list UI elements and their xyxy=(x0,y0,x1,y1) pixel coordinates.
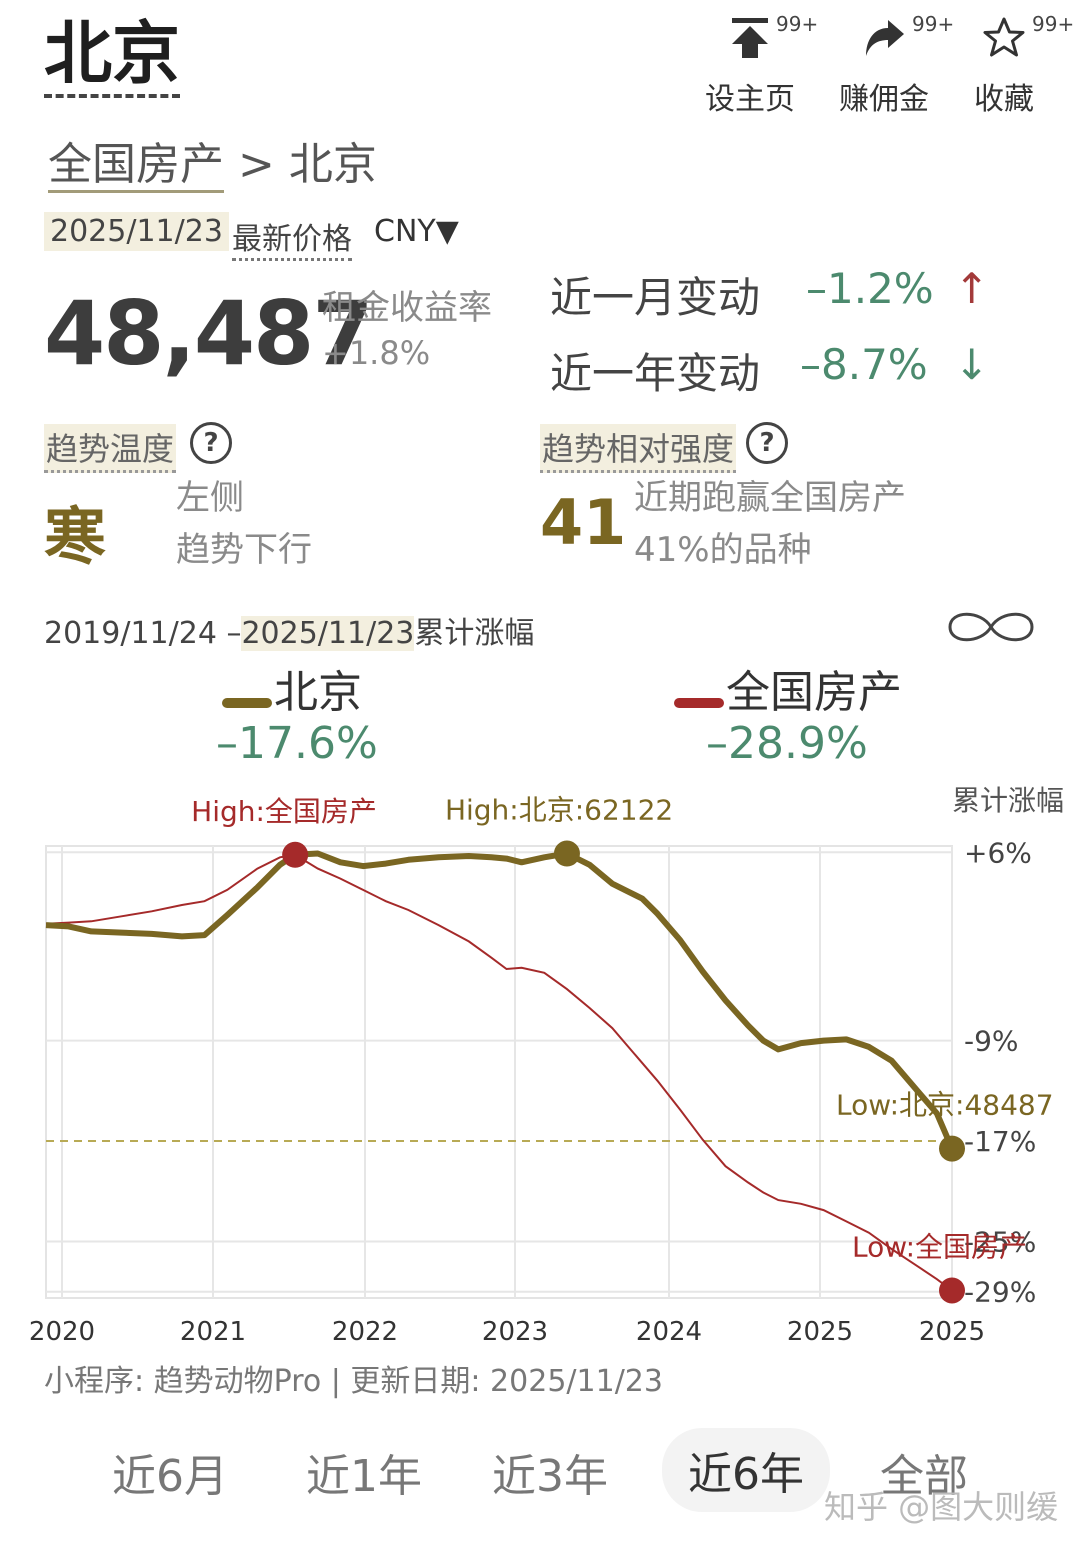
favorite-button[interactable]: 99+ 收藏 xyxy=(944,10,1074,118)
share-arrow-icon xyxy=(824,10,944,60)
set-homepage-button[interactable]: 99+ 设主页 xyxy=(690,10,818,118)
rent-yield-label: 租金收益率 xyxy=(322,288,492,328)
tab-3-years[interactable]: 近3年 xyxy=(492,1451,608,1502)
annotation-label: Low:全国房产 xyxy=(852,1230,1027,1263)
range-end: 2025/11/23 xyxy=(241,616,415,651)
infinity-toggle-icon[interactable] xyxy=(944,600,1038,658)
footer-info: 小程序: 趋势动物Pro | 更新日期: 2025/11/23 xyxy=(44,1364,663,1399)
tab-1-year[interactable]: 近1年 xyxy=(306,1451,422,1502)
annotation-marker xyxy=(553,840,580,867)
annotation-label: High:全国房产 xyxy=(191,795,377,828)
homepage-count: 99+ xyxy=(776,12,819,36)
latest-price: 48,487 xyxy=(44,282,374,385)
y-tick-label: -29% xyxy=(964,1276,1036,1309)
breadcrumb-current: 北京 xyxy=(288,139,377,190)
plot-frame xyxy=(45,845,953,1299)
x-tick-label: 2024 xyxy=(636,1317,702,1347)
y-tick-label: +6% xyxy=(964,836,1032,869)
legend-item-beijing[interactable]: 北京 xyxy=(222,656,362,720)
latest-price-label[interactable]: 最新价格 xyxy=(232,214,352,261)
year-change-label: 近一年变动 xyxy=(550,349,761,398)
tab-6-months[interactable]: 近6月 xyxy=(112,1451,228,1502)
favorite-label: 收藏 xyxy=(974,82,1034,117)
legend-item-national[interactable]: 全国房产 xyxy=(674,656,902,720)
legend-name: 全国房产 xyxy=(726,667,902,718)
watermark: 知乎 @图大则缓 xyxy=(824,1488,1059,1526)
x-tick-label: 2022 xyxy=(332,1317,398,1347)
year-change-value: –8.7% xyxy=(800,340,928,389)
trend-temperature-desc1: 左侧 xyxy=(176,478,244,518)
x-tick-label: 2020 xyxy=(29,1317,95,1347)
trend-strength-desc1: 近期跑赢全国房产 xyxy=(634,478,906,518)
rent-yield-value: +1.8% xyxy=(322,334,431,372)
range-start: 2019/11/24 – xyxy=(44,616,242,651)
page-title: 北京 xyxy=(44,18,181,98)
favorite-count: 99+ xyxy=(1032,12,1075,36)
breadcrumb: 全国房产 > 北京 xyxy=(48,128,377,193)
legend-value-beijing: –17.6% xyxy=(216,718,378,769)
legend-value-national: –28.9% xyxy=(706,718,868,769)
month-change-value: –1.2% xyxy=(806,264,934,313)
range-suffix: 累计涨幅 xyxy=(414,616,535,651)
tab-6-years[interactable]: 近6年 xyxy=(662,1428,830,1512)
earn-commission-label: 赚佣金 xyxy=(839,82,929,117)
annotation-label: Low:北京:48487 xyxy=(836,1089,1054,1122)
y-tick-label: -17% xyxy=(964,1125,1036,1158)
help-icon[interactable]: ? xyxy=(190,422,232,464)
chart-grid: 2020 2021 2022 2023 2024 2025 2025 +6% -9% -17% -2… xyxy=(29,836,1036,1347)
trend-strength-label[interactable]: 趋势相对强度 xyxy=(540,424,737,473)
trend-strength-desc2: 41%的品种 xyxy=(634,530,812,570)
star-icon xyxy=(944,10,1064,60)
price-date: 2025/11/23 xyxy=(44,212,229,251)
up-arrow-icon: ↑ xyxy=(954,264,990,313)
commission-count: 99+ xyxy=(912,12,955,36)
pin-top-icon xyxy=(690,10,810,60)
annotation-marker xyxy=(282,841,309,868)
series-line-beijing xyxy=(45,850,955,1150)
set-homepage-label: 设主页 xyxy=(705,82,795,117)
chart-marks: High:全国房产 High:北京:62122 Low:北京:48487 Low:全国… xyxy=(191,794,1054,1304)
legend-line-beijing xyxy=(222,697,272,708)
y-tick-label: -25% xyxy=(964,1226,1036,1259)
series-line-national xyxy=(45,853,953,1292)
annotation-label: High:北京:62122 xyxy=(445,794,673,827)
trend-temperature-label[interactable]: 趋势温度 xyxy=(44,424,177,473)
help-icon[interactable]: ? xyxy=(746,422,788,464)
month-change-label: 近一月变动 xyxy=(550,273,761,322)
trend-temperature-desc2: 趋势下行 xyxy=(176,530,312,570)
x-tick-label: 2025 xyxy=(787,1317,853,1347)
y-axis-label: 累计涨幅 xyxy=(952,784,1064,817)
tab-all[interactable]: 全部 xyxy=(880,1451,968,1502)
x-tick-label: 2023 xyxy=(482,1317,548,1347)
x-tick-label: 2025 xyxy=(919,1317,985,1347)
breadcrumb-separator: > xyxy=(238,139,275,190)
y-tick-label: -9% xyxy=(964,1025,1019,1058)
x-tick-label: 2021 xyxy=(180,1317,246,1347)
trend-temperature-value: 寒 xyxy=(44,500,107,573)
cumulative-return-chart[interactable]: 2020 2021 2022 2023 2024 2025 2025 +6% -9% -17% -2… xyxy=(0,780,1080,1360)
date-range: 2019/11/24 –2025/11/23累计涨幅 xyxy=(44,608,534,652)
trend-strength-value: 41 xyxy=(540,486,627,559)
currency-dropdown[interactable]: CNY▼ xyxy=(374,214,459,249)
annotation-marker xyxy=(939,1277,965,1304)
legend-name: 北京 xyxy=(274,667,362,718)
breadcrumb-parent-link[interactable]: 全国房产 xyxy=(48,139,224,193)
down-arrow-icon: ↓ xyxy=(954,340,990,389)
earn-commission-button[interactable]: 99+ 赚佣金 xyxy=(824,10,954,118)
legend-line-national xyxy=(674,697,724,708)
annotation-marker xyxy=(939,1135,965,1162)
